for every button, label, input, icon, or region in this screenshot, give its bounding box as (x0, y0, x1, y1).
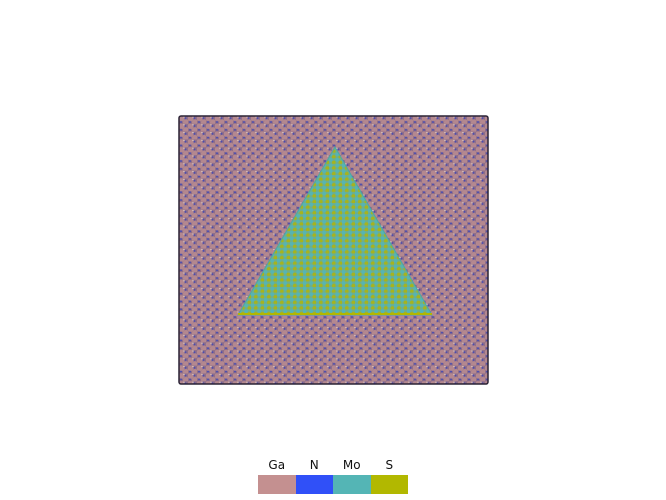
legend-item-n: N (295, 455, 333, 494)
legend-item-ga: Ga (258, 455, 296, 494)
legend-label: S (385, 458, 394, 472)
legend-label: N (309, 458, 319, 472)
legend-label: Ga (268, 458, 286, 472)
element-legend: Ga N Mo S (258, 455, 408, 494)
mos-triangle-flake (237, 146, 433, 316)
legend-item-mo: Mo (333, 455, 371, 494)
legend-item-s: S (370, 455, 408, 494)
legend-swatch-ga (258, 475, 296, 494)
legend-swatch-s (370, 475, 408, 494)
legend-swatch-n (295, 475, 333, 494)
legend-swatch-mo (333, 475, 371, 494)
legend-label: Mo (342, 458, 361, 472)
